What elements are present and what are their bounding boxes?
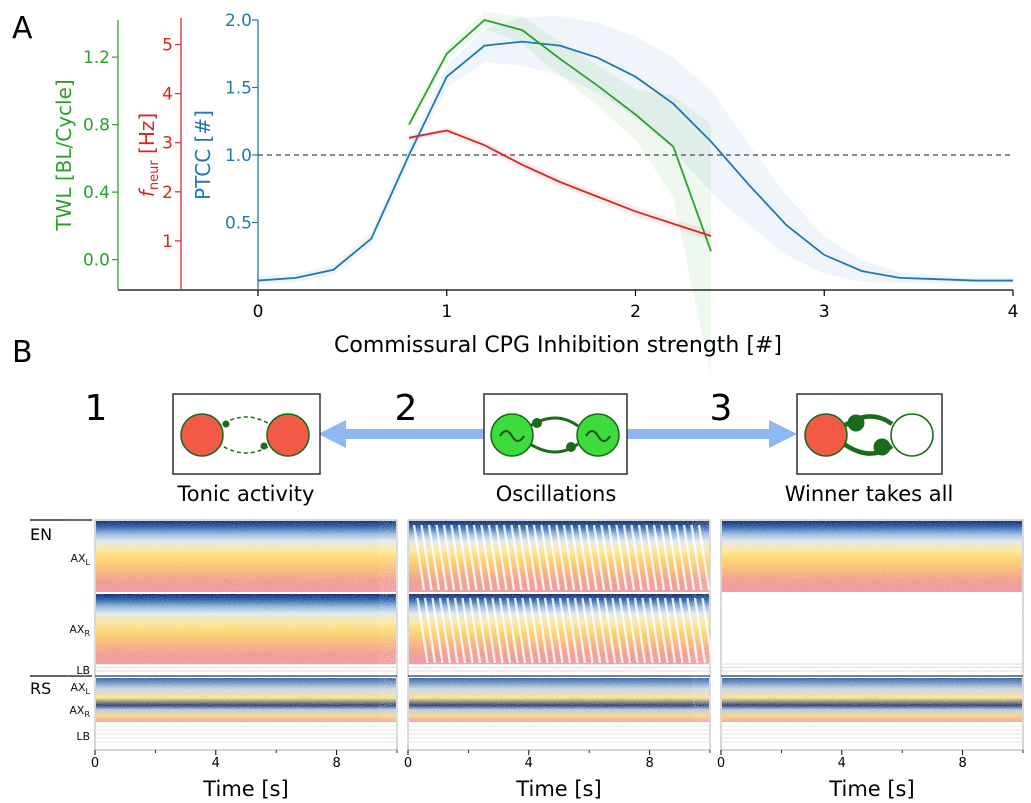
speckle-overlay: [96, 521, 396, 722]
ptcc-tick-label: 1.0: [225, 146, 252, 166]
raster-panel-tonic: 0 4 8 Time [s]: [91, 519, 398, 801]
raster-panel-oscillations: 0 4 8 Time [s]: [404, 519, 714, 801]
time-tick-label: 0: [404, 756, 412, 771]
rs-axl-label: AXL: [70, 681, 90, 696]
wta-synapse-left: [847, 414, 865, 432]
stage-number-2: 2: [395, 388, 418, 429]
winner-takes-all-diagram: [796, 393, 943, 475]
rs-group-label: RS: [30, 679, 51, 698]
freq-error-band: [409, 127, 711, 241]
wta-synapse-right: [873, 438, 891, 456]
x-tick-label: 4: [1008, 302, 1019, 322]
en-lb-label: LB: [76, 664, 90, 677]
tonic-edge-top: [217, 416, 275, 428]
stage-caption-2: Oscillations: [496, 482, 617, 506]
raster-panels: 0 4 8 Time [s] 0 4 8 Time [s] 0 4 8 Time [s]: [91, 519, 1024, 801]
freq-tick-label: 2: [162, 183, 173, 203]
speckle-overlay: [409, 521, 709, 722]
osc-synapse-left: [532, 418, 542, 428]
tonic-edge-bottom: [217, 442, 275, 454]
tonic-node-left: [180, 413, 224, 457]
panel-label-a: A: [12, 11, 33, 46]
panel-label-b: B: [12, 335, 33, 370]
tonic-activity-diagram: [172, 393, 321, 475]
x-axis-label: Commissural CPG Inhibition strength [#]: [334, 333, 782, 358]
time-tick-label: 0: [717, 756, 725, 771]
oscillations-diagram: [483, 393, 628, 475]
raster-panel-winner: 0 4 8 Time [s]: [717, 519, 1024, 801]
en-group-label: EN: [30, 525, 52, 544]
stage-caption-3: Winner takes all: [785, 482, 954, 506]
freq-tick-group: 1 2 3 4 5: [162, 36, 181, 252]
time-tick-label: 4: [525, 756, 533, 771]
time-axis-label: Time [s]: [202, 777, 288, 801]
arrow-to-winner: [627, 420, 797, 448]
sine-icon: [499, 430, 525, 442]
ptcc-tick-label: 1.5: [225, 79, 252, 99]
sine-icon: [585, 430, 611, 442]
twl-axis-label: TWL [BL/Cycle]: [52, 79, 76, 231]
x-tick-group: 0 1 2 3 4: [253, 290, 1019, 322]
freq-tick-label: 1: [162, 232, 173, 252]
rs-axr-label: AXR: [69, 704, 90, 719]
osc-synapse-right: [566, 442, 576, 452]
freq-tick-label: 5: [162, 36, 173, 56]
ptcc-tick-group: 0.5 1.0 1.5 2.0: [225, 11, 258, 234]
twl-tick-label: 1.2: [83, 48, 110, 68]
stage-number-3: 3: [710, 388, 733, 429]
wta-node-left: [804, 413, 848, 457]
ptcc-tick-label: 0.5: [225, 214, 252, 234]
stage-caption-1: Tonic activity: [177, 482, 315, 506]
twl-error-band: [409, 11, 711, 378]
time-tick-label: 8: [332, 756, 340, 771]
x-tick-label: 1: [441, 302, 452, 322]
ptcc-tick-label: 2.0: [225, 11, 252, 31]
freq-axis-label: fneur [Hz]: [135, 113, 162, 197]
twl-tick-label: 0.8: [83, 116, 110, 136]
ptcc-error-band: [258, 15, 1013, 285]
freq-tick-label: 3: [162, 134, 173, 154]
freq-series-line: [408, 129, 712, 237]
tonic-synapse-right: [260, 442, 268, 450]
twl-series-line: [408, 19, 712, 252]
time-tick-label: 4: [212, 756, 220, 771]
time-tick-label: 8: [645, 756, 653, 771]
arrow-to-tonic: [318, 420, 486, 448]
stage-number-1: 1: [85, 388, 108, 429]
en-axl-label: AXL: [70, 552, 90, 567]
x-tick-label: 0: [253, 302, 264, 322]
rs-lb-label: LB: [76, 730, 90, 743]
time-axis-label: Time [s]: [828, 777, 914, 801]
time-tick-label: 8: [958, 756, 966, 771]
time-tick-label: 0: [91, 756, 99, 771]
twl-tick-label: 0.0: [83, 251, 110, 271]
freq-tick-label: 4: [162, 85, 173, 105]
twl-tick-group: 0.0 0.4 0.8 1.2: [83, 48, 118, 271]
time-tick-label: 4: [838, 756, 846, 771]
ptcc-axis-label: PTCC [#]: [191, 110, 215, 200]
panel-a-chart: 0 1 2 3 4 Commissural CPG Inhibition strengt…: [52, 11, 1018, 378]
tonic-synapse-left: [222, 420, 230, 428]
twl-tick-label: 0.4: [83, 183, 110, 203]
wta-node-right: [890, 413, 934, 457]
tonic-node-right: [266, 413, 310, 457]
speckle-overlay: [722, 521, 1022, 722]
ptcc-series-line: [257, 40, 1013, 282]
time-axis-label: Time [s]: [515, 777, 601, 801]
x-tick-label: 3: [819, 302, 830, 322]
en-axr-label: AXR: [69, 623, 90, 638]
x-tick-label: 2: [630, 302, 641, 322]
